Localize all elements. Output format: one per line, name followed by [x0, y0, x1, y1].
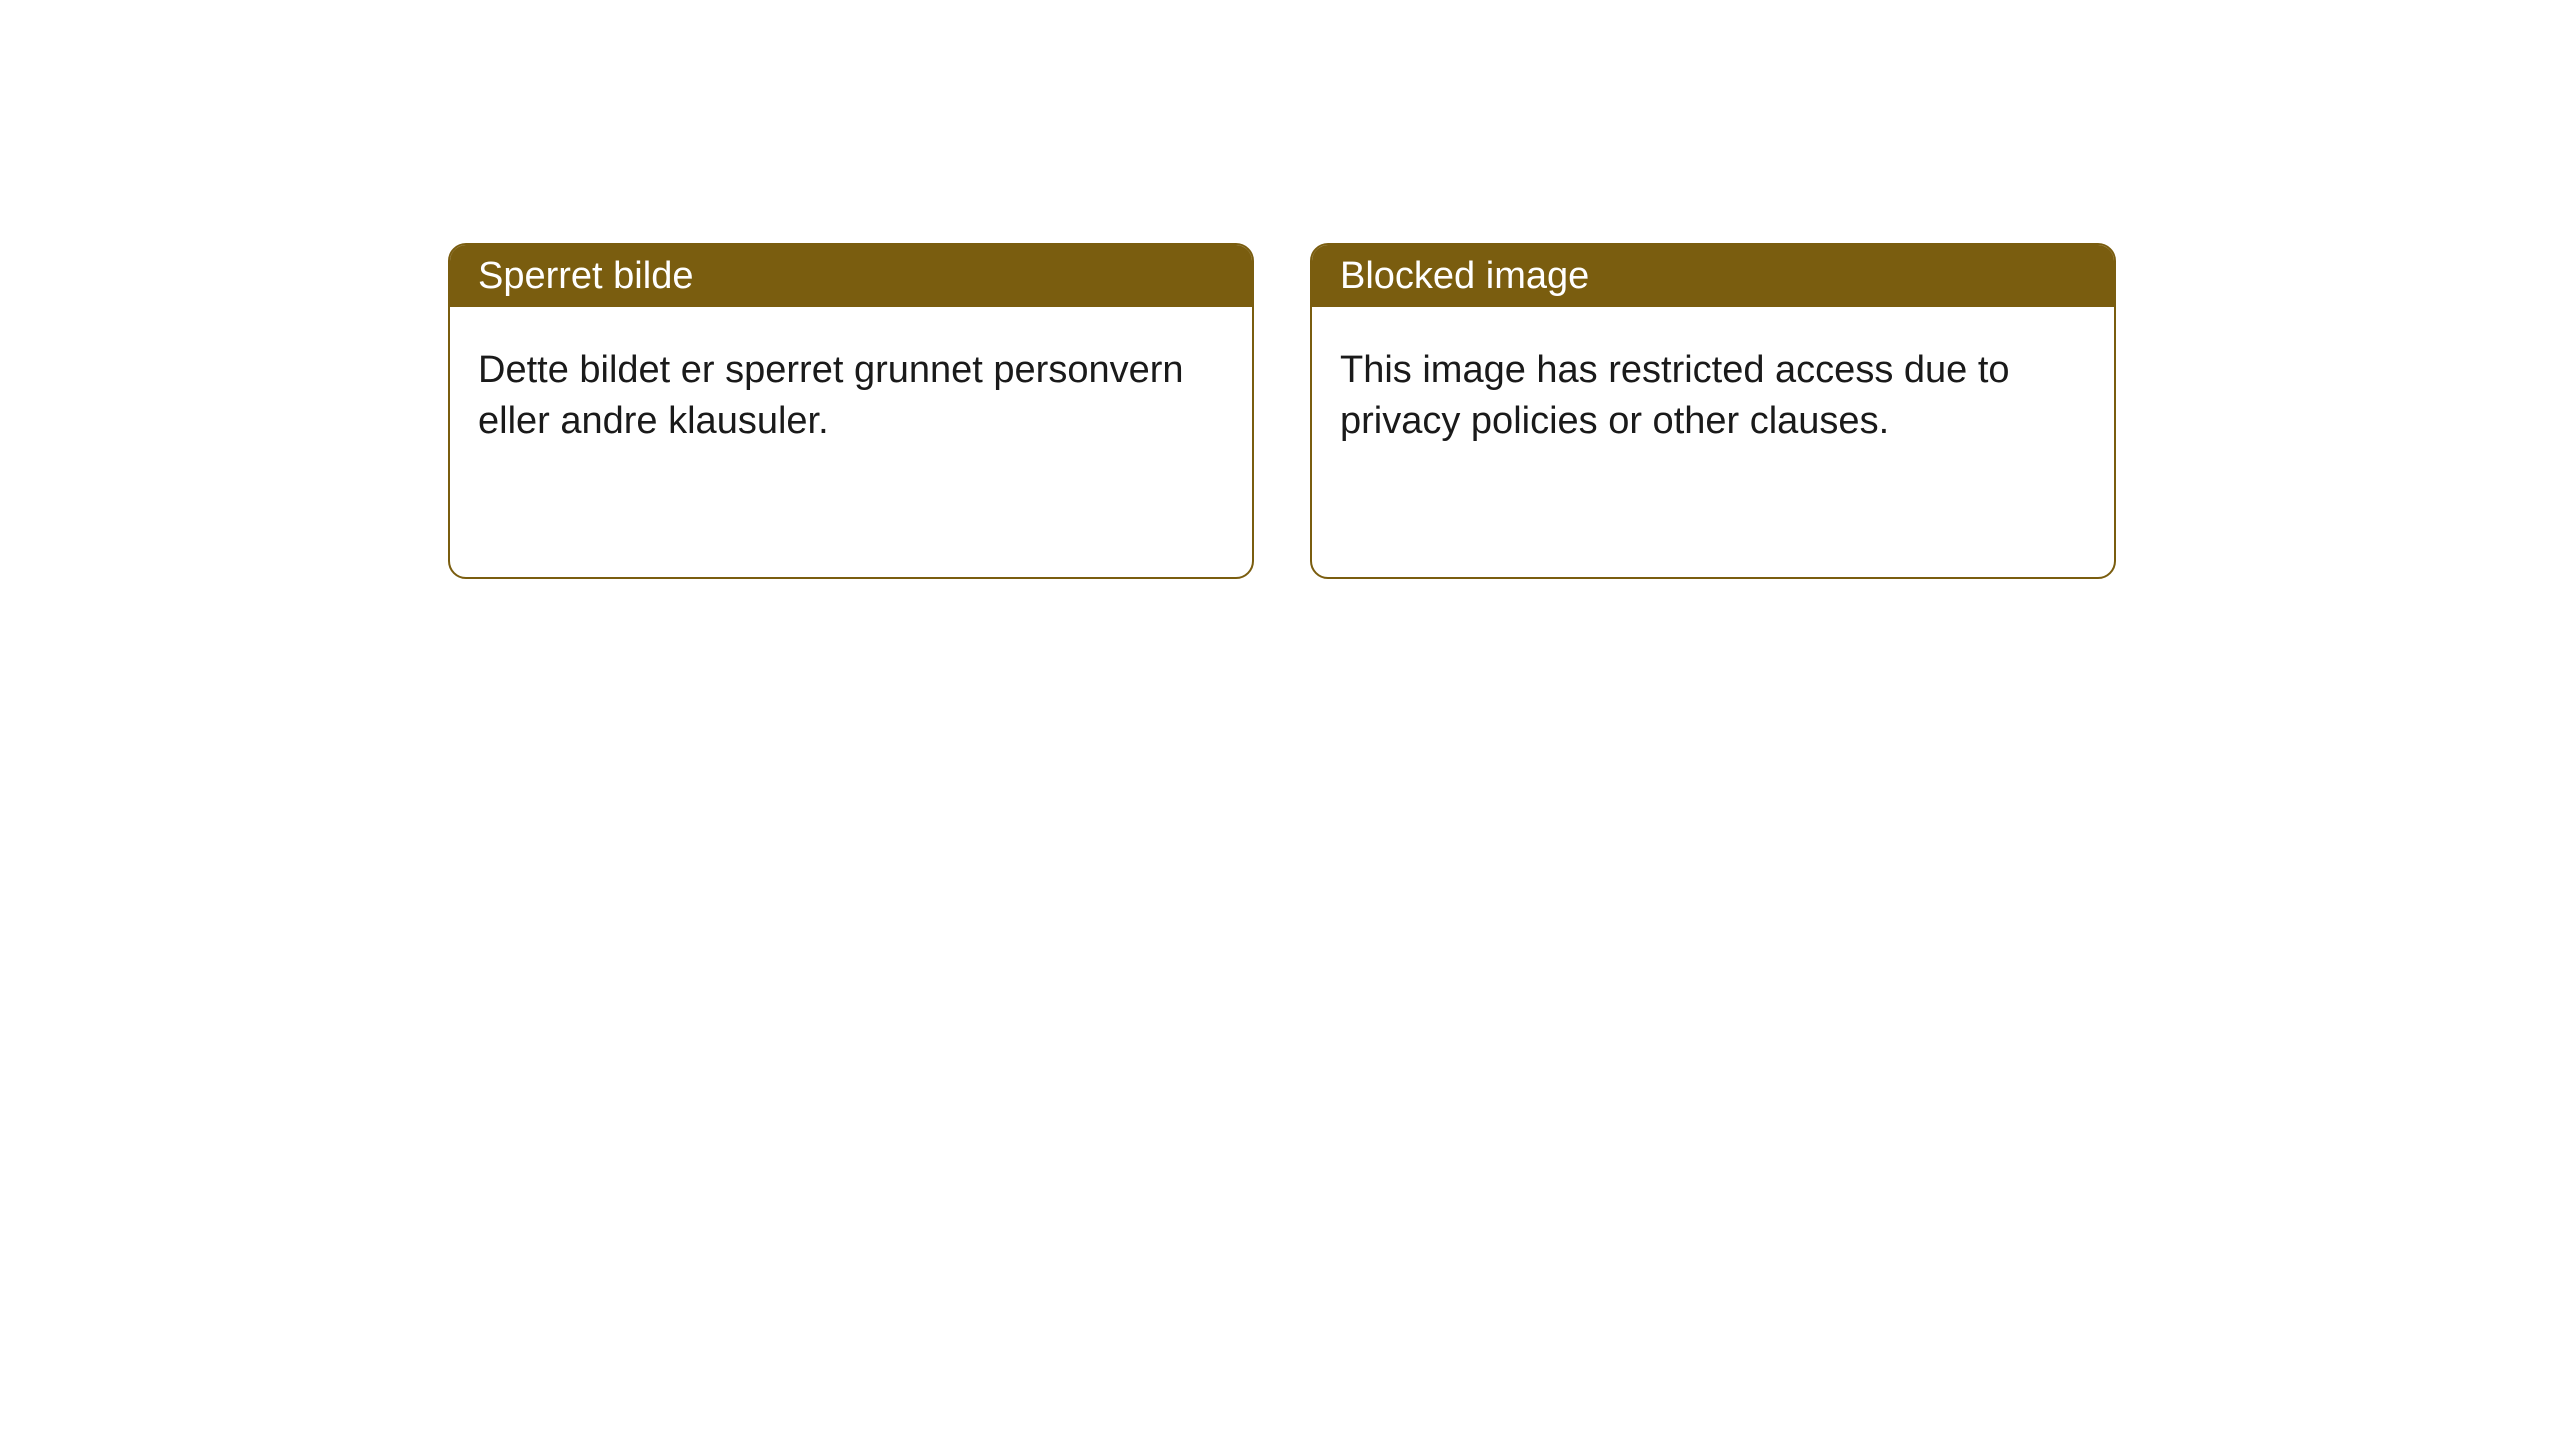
card-body: Dette bildet er sperret grunnet personve… [450, 307, 1252, 476]
card-header: Sperret bilde [450, 245, 1252, 307]
card-title: Blocked image [1340, 255, 1589, 298]
blocked-image-card-norwegian: Sperret bilde Dette bildet er sperret gr… [448, 243, 1254, 579]
card-title: Sperret bilde [478, 255, 693, 298]
card-container: Sperret bilde Dette bildet er sperret gr… [0, 0, 2560, 579]
card-header: Blocked image [1312, 245, 2114, 307]
blocked-image-card-english: Blocked image This image has restricted … [1310, 243, 2116, 579]
card-body-text: Dette bildet er sperret grunnet personve… [478, 349, 1184, 442]
card-body-text: This image has restricted access due to … [1340, 349, 2010, 442]
card-body: This image has restricted access due to … [1312, 307, 2114, 476]
